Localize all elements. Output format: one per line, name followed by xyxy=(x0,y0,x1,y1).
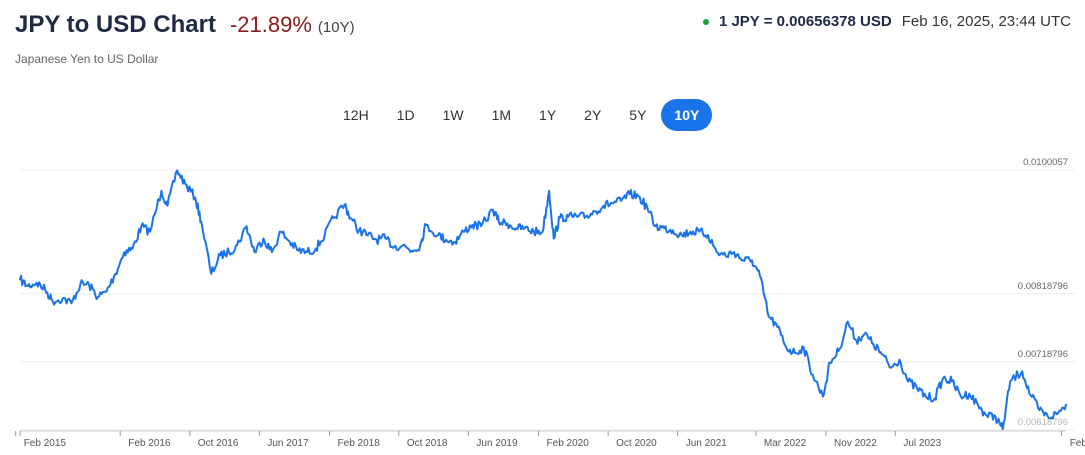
x-tick-label: Oct 2020 xyxy=(616,438,657,449)
tab-1d[interactable]: 1D xyxy=(396,107,415,123)
tab-1w[interactable]: 1W xyxy=(442,107,464,123)
y-tick-label: 0.00618796 xyxy=(1018,417,1068,428)
live-status-dot-icon xyxy=(702,18,709,25)
x-tick-label: Mar 2022 xyxy=(764,438,807,449)
header-title-row: JPY to USD Chart -21.89% (10Y) xyxy=(15,11,355,39)
x-tick-label: Jun 2017 xyxy=(267,438,309,449)
x-tick-label: Feb 2015 xyxy=(24,438,67,449)
x-tick-label: Jun 2021 xyxy=(686,438,728,449)
y-tick-label: 0.00818796 xyxy=(1018,281,1068,292)
y-tick-label: 0.00718796 xyxy=(1018,349,1068,360)
tab-2y[interactable]: 2Y xyxy=(584,107,602,123)
x-tick-label: Jul 2023 xyxy=(903,438,941,449)
tab-1y[interactable]: 1Y xyxy=(539,107,557,123)
x-tick-label: Feb 2020 xyxy=(547,438,590,449)
x-tick-label: Feb 2018 xyxy=(338,438,381,449)
x-tick-label: Feb 2025 xyxy=(1070,438,1085,449)
rate-value: 1 JPY = 0.00656378 USD xyxy=(718,13,892,30)
change-period: (10Y) xyxy=(317,19,355,36)
y-tick-label: 0.0100057 xyxy=(1023,157,1068,168)
period-tabs: 12H 1D 1W 1M 1Y 2Y 5Y 10Y xyxy=(330,99,714,131)
x-tick-label: Oct 2016 xyxy=(198,438,239,449)
tab-12h[interactable]: 12H xyxy=(343,107,369,123)
series-line xyxy=(19,169,1067,431)
tab-10y[interactable]: 10Y xyxy=(661,99,713,131)
tab-5y[interactable]: 5Y xyxy=(629,107,647,123)
x-tick-label: Oct 2018 xyxy=(407,438,448,449)
page-subtitle: Japanese Yen to US Dollar xyxy=(15,52,159,66)
percent-change: -21.89% xyxy=(229,12,312,37)
live-rate: 1 JPY = 0.00656378 USD Feb 16, 2025, 23:… xyxy=(702,13,1071,30)
x-tick-label: Feb 2016 xyxy=(128,438,171,449)
page-title: JPY to USD Chart xyxy=(15,11,216,38)
rate-timestamp: Feb 16, 2025, 23:44 UTC xyxy=(901,13,1071,30)
tab-1m[interactable]: 1M xyxy=(491,107,512,123)
x-tick-label: Jun 2019 xyxy=(476,438,518,449)
x-tick-label: Nov 2022 xyxy=(834,438,877,449)
